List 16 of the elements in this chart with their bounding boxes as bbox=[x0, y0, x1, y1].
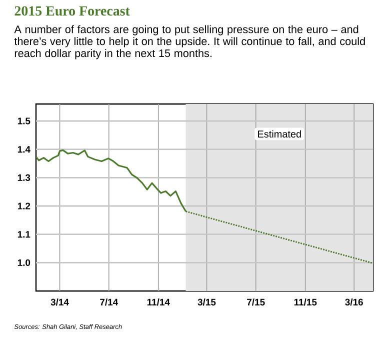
x-tick-label: 11/14 bbox=[147, 298, 170, 306]
x-tick-label: 7/15 bbox=[247, 298, 265, 306]
y-tick-label: 1.4 bbox=[18, 146, 30, 153]
x-tick-label: 3/16 bbox=[345, 298, 363, 306]
chart-subtitle: A number of factors are going to put selling pressure on the euro – and there’s very little to help it on the upside. It will continue to fall, and could reach dollar parity in the next 15 months. bbox=[14, 25, 365, 60]
y-tick-label: 1.0 bbox=[18, 259, 30, 266]
y-tick-label: 1.5 bbox=[18, 118, 30, 124]
chart-title: 2015 Euro Forecast bbox=[14, 6, 130, 16]
x-tick-label: 3/14 bbox=[50, 298, 69, 306]
x-tick-label: 3/15 bbox=[198, 298, 216, 306]
x-tick-label: 7/14 bbox=[100, 298, 118, 306]
band-label: Estimated bbox=[258, 130, 301, 138]
y-tick-label: 1.1 bbox=[18, 231, 30, 238]
y-tick-label: 1.2 bbox=[18, 202, 30, 210]
x-tick-label: 11/15 bbox=[294, 298, 317, 306]
y-tick-label: 1.3 bbox=[18, 174, 30, 182]
